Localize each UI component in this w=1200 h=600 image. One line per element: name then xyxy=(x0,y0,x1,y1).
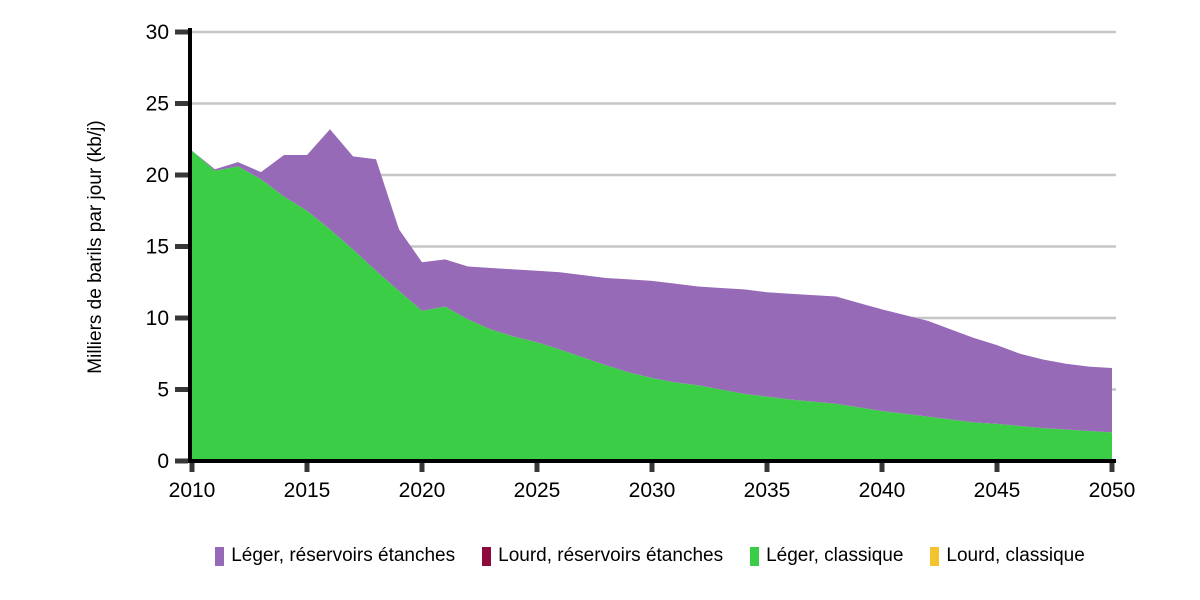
y-tick-label: 15 xyxy=(146,236,169,259)
y-axis-line xyxy=(188,28,192,463)
x-tick xyxy=(534,463,540,472)
y-tick-label: 0 xyxy=(157,450,169,473)
x-tick-label: 2015 xyxy=(284,479,331,502)
y-tick xyxy=(175,315,188,321)
x-tick-label: 2010 xyxy=(169,479,216,502)
x-tick xyxy=(649,463,655,472)
y-tick-label: 5 xyxy=(157,379,169,402)
x-tick-label: 2030 xyxy=(629,479,676,502)
legend-swatch-icon xyxy=(750,546,760,566)
x-tick-label: 2025 xyxy=(514,479,561,502)
x-tick xyxy=(994,463,1000,472)
x-tick xyxy=(189,463,195,472)
x-tick xyxy=(304,463,310,472)
y-tick xyxy=(175,244,188,249)
x-tick xyxy=(419,463,425,472)
legend-item-2: Léger, classique xyxy=(750,545,903,567)
x-tick-label: 2050 xyxy=(1089,479,1136,502)
y-tick xyxy=(175,101,188,106)
legend-label: Léger, réservoirs étanches xyxy=(231,545,456,566)
y-tick xyxy=(175,458,188,464)
y-tick xyxy=(175,387,188,392)
y-tick-label: 30 xyxy=(146,21,169,44)
x-tick xyxy=(764,463,770,472)
legend-swatch-icon xyxy=(215,546,225,566)
x-tick-label: 2045 xyxy=(974,479,1021,502)
legend: Léger, réservoirs étanches Lourd, réservo… xyxy=(100,545,1200,567)
legend-label: Lourd, réservoirs étanches xyxy=(498,545,724,566)
y-tick-label: 20 xyxy=(146,164,169,187)
y-tick xyxy=(175,172,188,178)
y-tick-label: 10 xyxy=(146,307,169,330)
legend-label: Léger, classique xyxy=(766,545,904,566)
legend-swatch-icon xyxy=(482,546,492,566)
area-series-0 xyxy=(192,129,1112,433)
legend-swatch-icon xyxy=(930,546,940,566)
y-tick xyxy=(175,29,188,35)
area-series-2 xyxy=(192,150,1112,461)
legend-item-3: Lourd, classique xyxy=(930,545,1085,567)
x-axis-line xyxy=(188,459,1116,463)
x-tick-label: 2035 xyxy=(744,479,791,502)
legend-label: Lourd, classique xyxy=(946,545,1085,566)
y-tick-label: 25 xyxy=(146,93,169,116)
x-tick-label: 2040 xyxy=(859,479,906,502)
x-tick-label: 2020 xyxy=(399,479,446,502)
x-tick xyxy=(879,463,885,472)
legend-item-0: Léger, réservoirs étanches xyxy=(215,545,455,567)
x-tick xyxy=(1109,463,1115,472)
legend-item-1: Lourd, réservoirs étanches xyxy=(482,545,723,567)
